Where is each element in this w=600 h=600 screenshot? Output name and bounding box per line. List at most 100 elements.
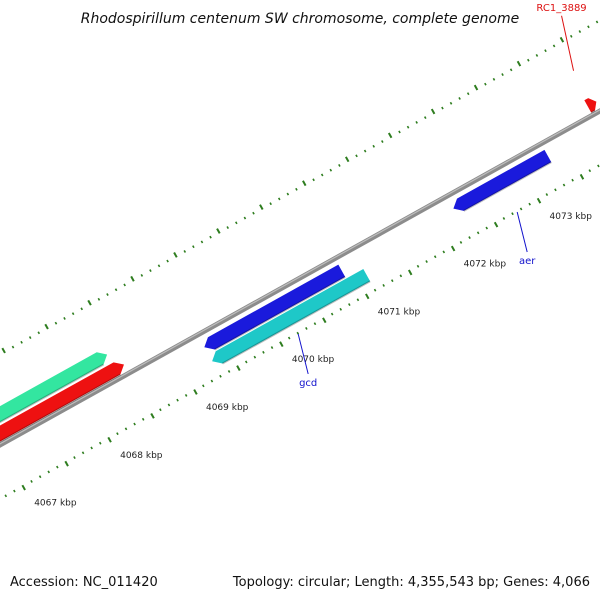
inner-tick	[244, 360, 248, 364]
outer-tick	[441, 106, 444, 110]
inner-tick	[433, 255, 437, 259]
inner-tick	[450, 245, 456, 252]
outer-tick	[183, 250, 187, 253]
gene-shadow-edge	[214, 276, 346, 351]
outer-tick	[11, 345, 15, 349]
inner-tick	[193, 389, 198, 395]
inner-tick	[468, 236, 471, 240]
inner-tick	[330, 312, 334, 316]
outer-tick	[130, 275, 135, 282]
gene-shadow-edge	[222, 280, 371, 365]
aer-gene-arrow	[453, 149, 552, 211]
outer-tick	[216, 228, 221, 234]
outer-tick	[235, 221, 238, 225]
gene-shadow-edge	[463, 161, 552, 212]
inner-tick	[90, 446, 93, 450]
outer-tick	[381, 140, 384, 143]
outer-tick	[277, 197, 281, 201]
outer-tick	[20, 340, 23, 344]
inner-tick	[425, 260, 428, 263]
inner-tick	[348, 303, 351, 306]
outer-tick	[587, 25, 590, 29]
gcd-gene-arrow	[212, 269, 371, 364]
outer-tick	[544, 49, 547, 53]
outer-tick	[252, 211, 255, 215]
outer-tick	[501, 73, 504, 77]
inner-tick	[287, 336, 291, 340]
outer-tick	[535, 54, 539, 57]
outer-tick	[509, 68, 513, 72]
inner-tick	[382, 283, 385, 287]
outer-tick	[173, 252, 178, 258]
outer-tick	[552, 44, 556, 48]
outer-tick	[37, 331, 41, 335]
gene-label-leader	[297, 333, 309, 375]
scale-labels: 4067 kbp 4068 kbp 4069 kbp 4070 kbp 4071 kbp…	[34, 212, 592, 509]
inner-tick	[365, 293, 370, 300]
inner-tick	[159, 408, 162, 412]
outer-tick	[302, 180, 307, 187]
unnamed-gene-arrow	[0, 362, 124, 442]
scale-label: 4067 kbp	[34, 499, 77, 509]
outer-tick	[192, 245, 195, 249]
inner-tick	[493, 221, 499, 228]
gene-label-leader	[561, 15, 575, 71]
RC1_3889-gene-arrow	[584, 98, 597, 113]
gene-shadow-edge	[0, 363, 105, 424]
outer-tick	[527, 58, 530, 62]
outer-tick	[559, 36, 565, 43]
outer-tick	[372, 144, 376, 148]
backbone-layer	[0, 108, 600, 448]
genes-layer	[0, 98, 597, 443]
inner-tick	[339, 307, 343, 311]
outer-tick	[423, 116, 427, 120]
gene-shadow-edge	[0, 373, 121, 443]
inner-tick	[270, 346, 274, 350]
accession-text: Accession: NC_011420	[10, 575, 158, 590]
outer-tick	[578, 30, 582, 33]
outer-tick	[140, 273, 144, 277]
inner-tick	[107, 436, 112, 443]
scale-label: 4069 kbp	[206, 403, 249, 413]
inner-tick	[579, 173, 585, 180]
inner-tick	[98, 441, 102, 445]
inner-tick	[13, 489, 16, 493]
outer-tick	[157, 264, 161, 268]
inner-tick	[305, 327, 308, 330]
inner-tick	[519, 207, 523, 211]
outer-tick	[398, 130, 401, 134]
outer-tick	[295, 187, 298, 191]
outer-tick	[1, 347, 6, 354]
inner-tick	[571, 178, 574, 182]
backbone-highlight	[0, 109, 600, 445]
outer-tick-ring	[1, 20, 599, 354]
inner-tick	[511, 212, 514, 216]
inner-tick	[73, 456, 76, 459]
inner-tick	[528, 202, 531, 206]
inner-tick	[38, 475, 42, 479]
outer-tick	[415, 120, 418, 124]
outer-tick	[320, 173, 324, 177]
inner-tick	[184, 393, 188, 397]
outer-tick	[71, 312, 75, 316]
inner-tick	[210, 379, 214, 383]
outer-tick	[329, 168, 333, 172]
inner-tick	[407, 269, 413, 276]
inner-tick	[356, 298, 360, 302]
inner-tick	[141, 417, 145, 421]
inner-tick	[588, 169, 592, 173]
outer-tick	[259, 204, 264, 210]
outer-tick	[312, 178, 315, 182]
outer-tick	[406, 125, 410, 129]
outer-tick	[149, 269, 152, 273]
genome-summary-text: Topology: circular; Length: 4,355,543 bp…	[232, 575, 590, 590]
scale-label: 4070 kbp	[292, 355, 335, 365]
inner-tick	[47, 470, 51, 474]
inner-tick	[562, 183, 566, 187]
inner-tick	[116, 432, 119, 436]
inner-tick	[176, 398, 179, 402]
inner-tick	[502, 217, 506, 220]
inner-tick	[253, 355, 257, 359]
inner-tick	[81, 451, 85, 455]
map-title: Rhodospirillum centenum SW chromosome, c…	[81, 11, 520, 27]
